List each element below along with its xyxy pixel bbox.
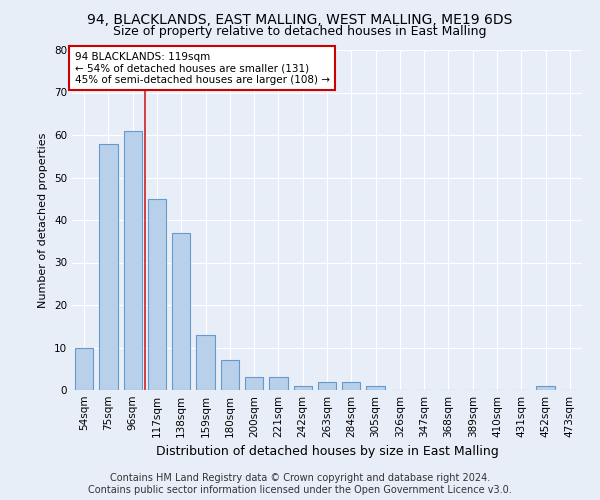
Bar	[342, 382, 361, 390]
Text: 94, BLACKLANDS, EAST MALLING, WEST MALLING, ME19 6DS: 94, BLACKLANDS, EAST MALLING, WEST MALLI…	[88, 12, 512, 26]
X-axis label: Distribution of detached houses by size in East Malling: Distribution of detached houses by size …	[155, 446, 499, 458]
Text: Contains HM Land Registry data © Crown copyright and database right 2024.
Contai: Contains HM Land Registry data © Crown c…	[88, 474, 512, 495]
Text: 94 BLACKLANDS: 119sqm
← 54% of detached houses are smaller (131)
45% of semi-det: 94 BLACKLANDS: 119sqm ← 54% of detached …	[74, 52, 329, 85]
Bar	[221, 360, 239, 390]
Bar	[100, 144, 118, 390]
Bar	[245, 377, 263, 390]
Bar	[124, 130, 142, 390]
Bar	[536, 386, 554, 390]
Y-axis label: Number of detached properties: Number of detached properties	[38, 132, 49, 308]
Bar	[293, 386, 312, 390]
Bar	[196, 335, 215, 390]
Bar	[269, 377, 287, 390]
Bar	[75, 348, 93, 390]
Bar	[367, 386, 385, 390]
Bar	[318, 382, 336, 390]
Text: Size of property relative to detached houses in East Malling: Size of property relative to detached ho…	[113, 25, 487, 38]
Bar	[172, 233, 190, 390]
Bar	[148, 198, 166, 390]
